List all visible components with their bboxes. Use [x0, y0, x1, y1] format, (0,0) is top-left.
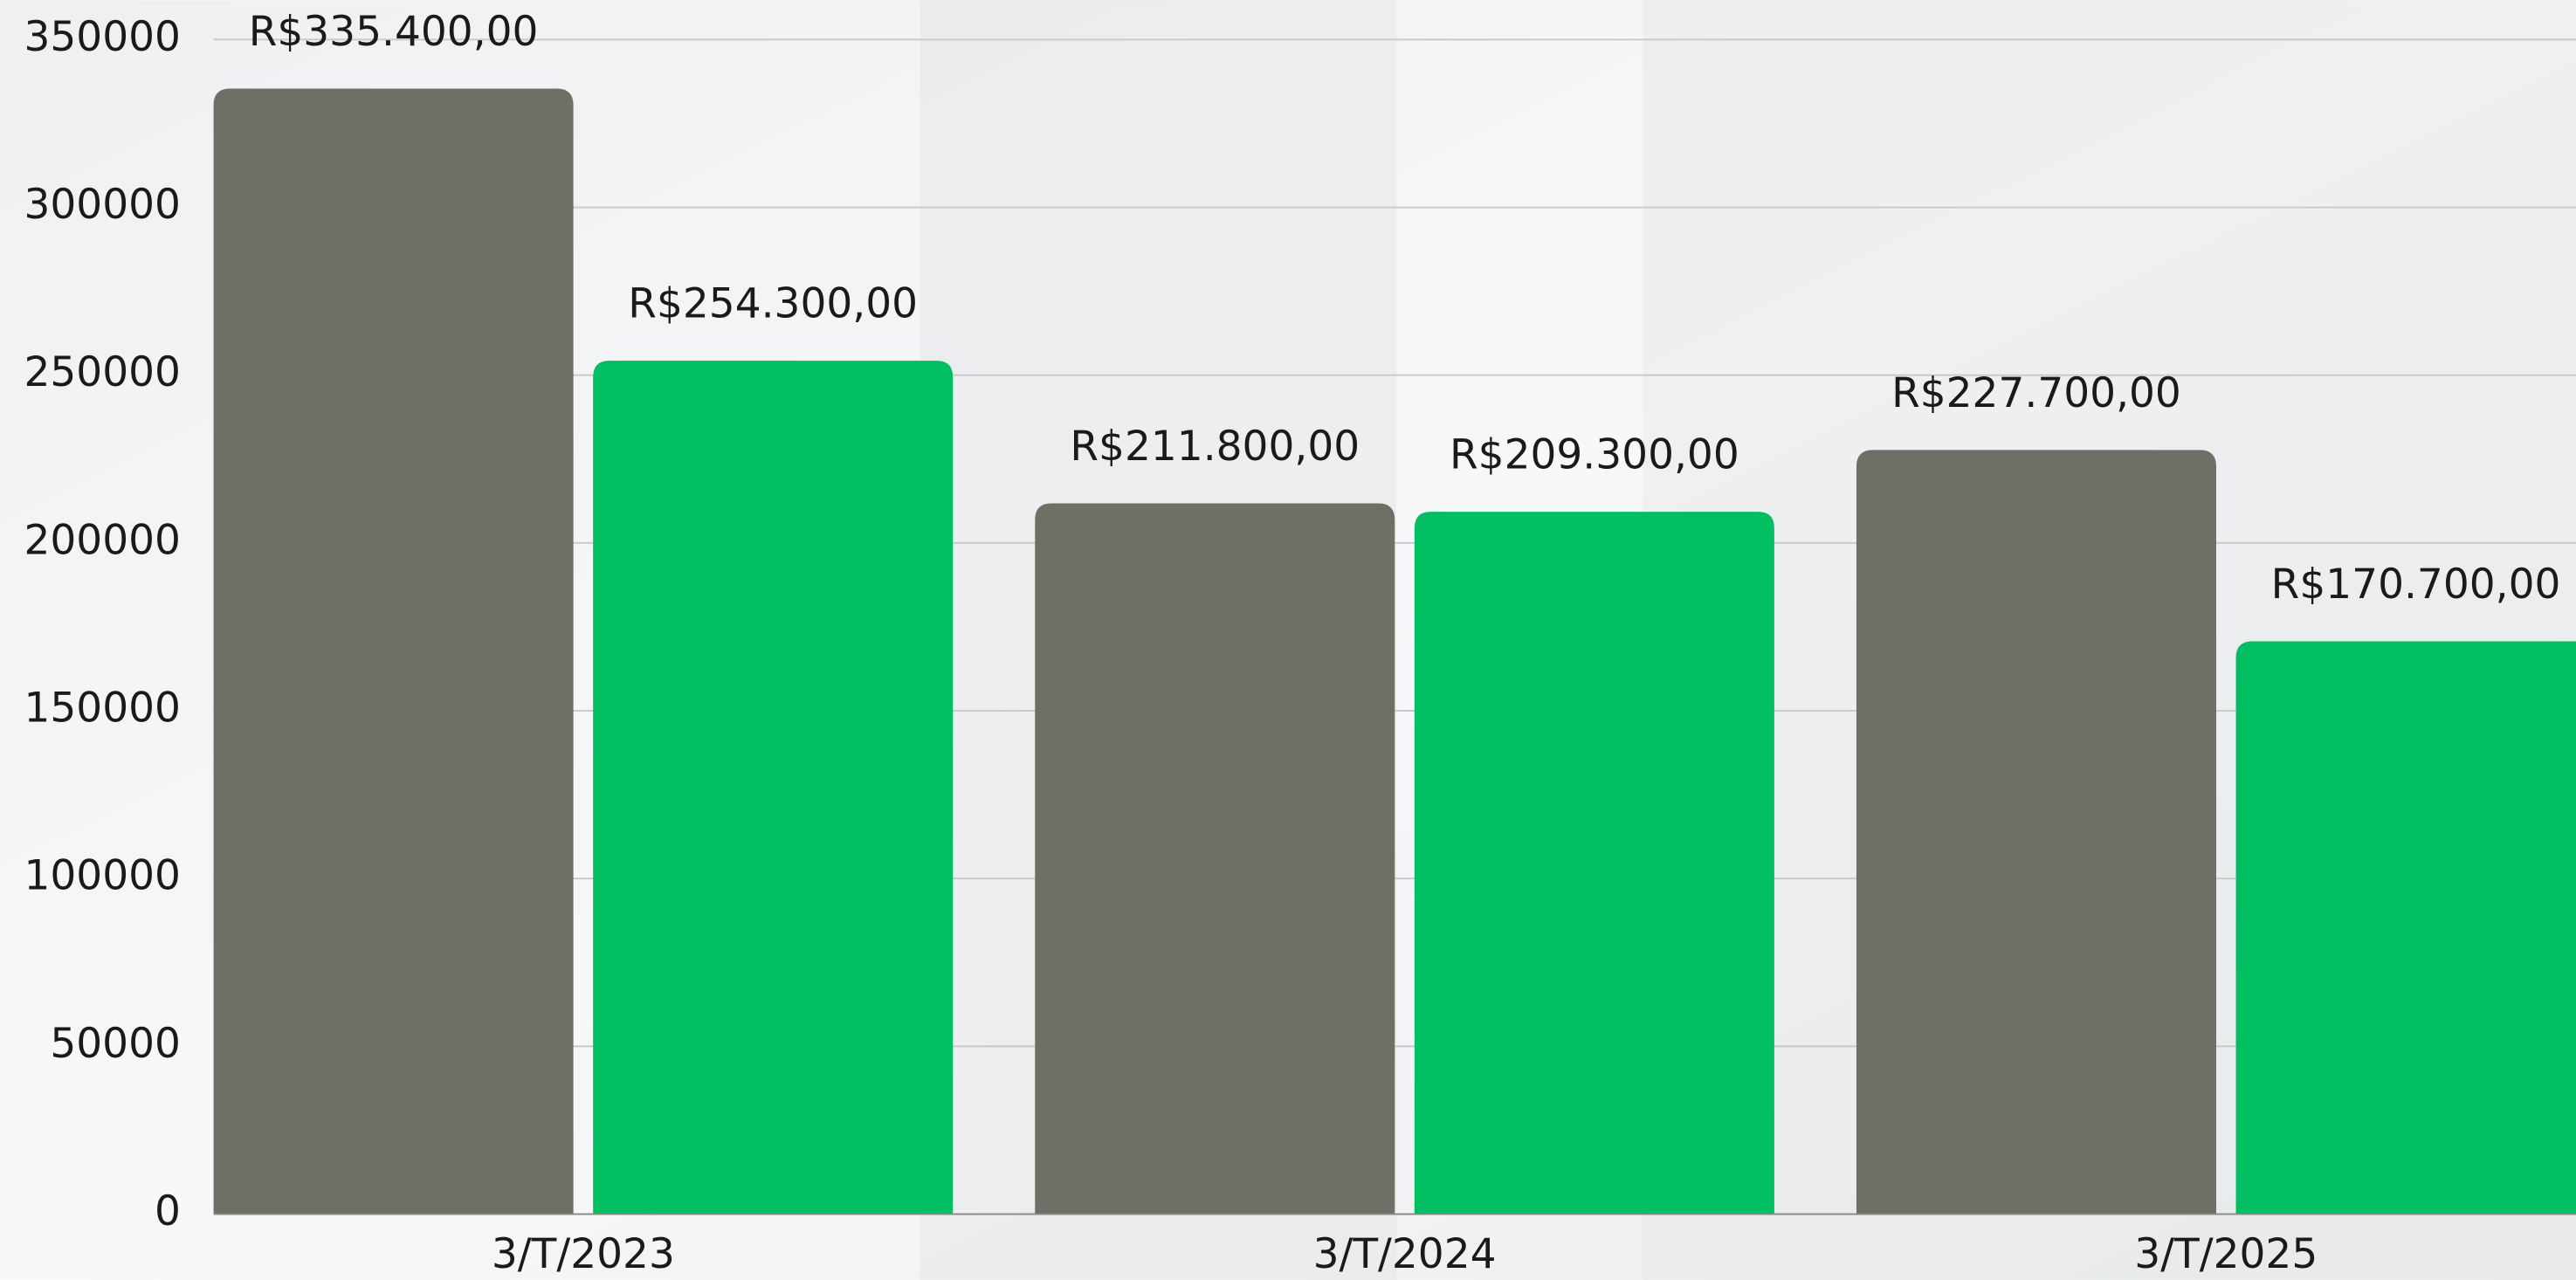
bar — [213, 88, 574, 1215]
x-tick-label: 3/T/2025 — [2134, 1230, 2318, 1278]
value-label: R$335.400,00 — [249, 8, 539, 56]
y-tick-label: 150000 — [24, 685, 180, 733]
value-label: R$209.300,00 — [1450, 431, 1739, 479]
bar — [1035, 503, 1395, 1215]
y-tick-label: 250000 — [24, 348, 180, 396]
x-tick-label: 3/T/2023 — [492, 1230, 675, 1278]
y-tick-label: 0 — [155, 1187, 181, 1235]
x-tick-label: 3/T/2024 — [1313, 1230, 1497, 1278]
y-tick-label: 50000 — [50, 1020, 181, 1068]
value-label: R$170.700,00 — [2271, 561, 2561, 609]
y-tick-label: 350000 — [24, 13, 180, 61]
y-tick-label: 300000 — [24, 181, 180, 229]
y-tick-label: 100000 — [24, 852, 180, 900]
value-label: R$254.300,00 — [628, 280, 918, 328]
value-label: R$211.800,00 — [1070, 423, 1360, 471]
bar — [1856, 450, 2216, 1215]
bar — [593, 361, 954, 1215]
value-label: R$227.700,00 — [1891, 369, 2181, 417]
y-tick-label: 200000 — [24, 516, 180, 564]
bar — [2235, 641, 2576, 1215]
bar — [1414, 512, 1774, 1215]
